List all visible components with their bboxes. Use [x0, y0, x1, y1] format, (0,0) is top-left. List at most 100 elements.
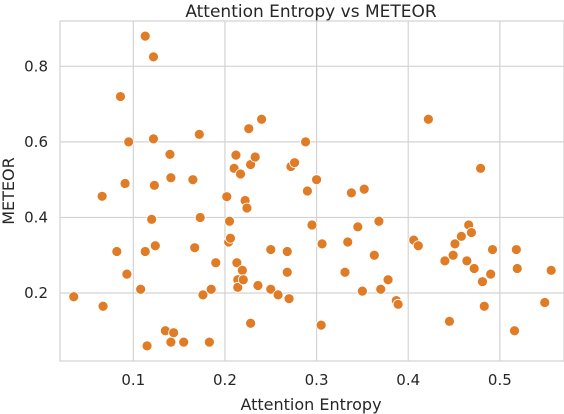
data-point — [510, 244, 522, 255]
data-point — [281, 246, 293, 257]
data-point — [224, 215, 235, 227]
data-point — [230, 149, 242, 161]
data-point — [368, 249, 380, 261]
data-point — [466, 227, 477, 238]
data-point — [315, 319, 327, 331]
data-point — [241, 202, 253, 214]
x-tick-label: 0.3 — [305, 371, 329, 389]
chart-title: Attention Entropy vs METEOR — [185, 2, 437, 22]
data-point — [96, 190, 108, 202]
data-point — [289, 157, 300, 169]
data-point — [485, 268, 497, 280]
data-point — [449, 238, 461, 250]
data-point — [203, 336, 215, 348]
data-point — [97, 300, 109, 312]
data-point — [265, 283, 277, 295]
x-tick-label: 0.1 — [121, 371, 145, 389]
x-tick-label: 0.2 — [213, 371, 237, 389]
data-point — [468, 263, 480, 274]
data-point — [422, 113, 434, 125]
data-point — [149, 240, 161, 252]
data-point — [232, 281, 244, 293]
data-point — [111, 246, 123, 257]
data-point — [231, 257, 243, 269]
y-tick-label: 0.4 — [24, 208, 48, 226]
data-point — [148, 179, 160, 191]
data-point — [539, 297, 551, 308]
data-point — [272, 289, 284, 301]
data-point — [141, 340, 153, 352]
data-point — [283, 293, 295, 305]
data-point — [265, 244, 277, 255]
data-point — [235, 168, 246, 180]
data-point — [236, 264, 248, 276]
x-tick-labels: 0.1 0.2 0.3 0.4 0.5 — [121, 371, 511, 389]
data-point — [139, 30, 151, 42]
data-point — [189, 242, 201, 254]
data-point — [509, 325, 520, 337]
data-point — [115, 91, 126, 102]
data-point — [249, 151, 261, 163]
data-point — [447, 249, 459, 261]
data-point — [342, 236, 354, 248]
y-tick-label: 0.8 — [24, 57, 48, 75]
data-point — [252, 280, 264, 291]
data-point — [281, 266, 293, 278]
data-point — [165, 172, 177, 184]
data-point — [346, 187, 357, 199]
plot-area — [59, 20, 564, 362]
data-point — [392, 298, 404, 310]
data-point — [168, 327, 180, 339]
x-tick-label: 0.4 — [396, 371, 420, 389]
data-point — [300, 136, 311, 148]
data-point — [311, 174, 322, 186]
data-point — [221, 191, 233, 203]
data-point — [205, 283, 217, 295]
x-gridlines — [132, 21, 501, 361]
data-point — [123, 136, 135, 148]
data-point — [193, 128, 205, 140]
data-points — [68, 30, 557, 352]
data-point — [444, 315, 455, 327]
x-tick-label: 0.5 — [488, 371, 512, 389]
data-point — [178, 336, 190, 348]
data-point — [339, 266, 351, 278]
data-point — [194, 212, 206, 223]
data-point — [164, 148, 176, 160]
data-point — [306, 219, 318, 231]
data-point — [148, 133, 159, 145]
data-point — [461, 255, 473, 267]
data-point — [511, 263, 523, 274]
data-point — [225, 232, 236, 244]
data-point — [375, 283, 387, 295]
data-point — [478, 300, 490, 312]
x-axis-label: Attention Entropy — [240, 395, 381, 414]
y-axis-label: METEOR — [0, 157, 18, 225]
data-point — [316, 238, 328, 250]
data-point — [165, 336, 177, 348]
data-point — [243, 123, 255, 135]
data-point — [135, 283, 147, 295]
data-point — [373, 215, 385, 227]
data-point — [148, 51, 159, 63]
data-point — [187, 174, 199, 186]
data-point — [475, 162, 487, 174]
data-point — [245, 317, 257, 329]
data-point — [455, 230, 467, 242]
data-point — [382, 274, 394, 286]
y-tick-label: 0.6 — [24, 133, 48, 151]
y-tick-label: 0.2 — [24, 284, 48, 302]
data-point — [545, 264, 557, 276]
data-point — [302, 185, 313, 197]
data-point — [237, 274, 249, 286]
data-point — [356, 285, 368, 297]
data-point — [477, 276, 488, 288]
data-point — [358, 183, 370, 195]
y-gridlines — [60, 65, 564, 294]
data-point — [256, 113, 268, 125]
data-point — [210, 257, 222, 269]
data-point — [487, 244, 498, 255]
data-point — [146, 213, 158, 225]
data-point — [68, 291, 80, 303]
